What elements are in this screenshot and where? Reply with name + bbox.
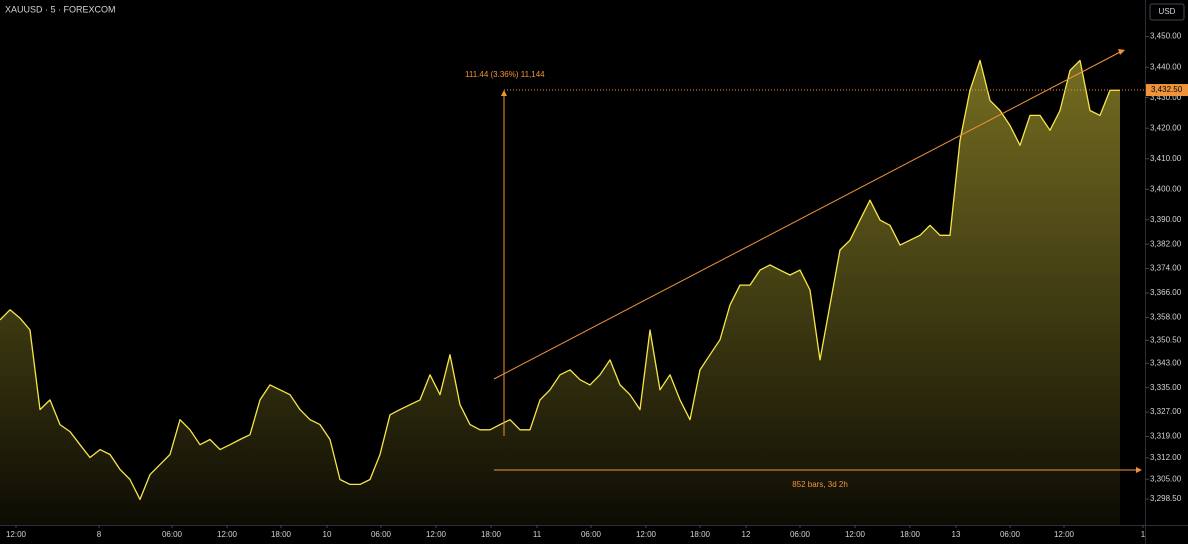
y-tick-label: 3,298.50 xyxy=(1150,494,1182,503)
bar-range-label: 852 bars, 3d 2h xyxy=(792,480,848,489)
x-tick-label: 1 xyxy=(1141,530,1146,539)
y-tick-label: 3,327.00 xyxy=(1150,407,1182,416)
y-tick-label: 3,400.00 xyxy=(1150,184,1182,193)
y-tick-label: 3,305.00 xyxy=(1150,474,1182,483)
x-tick-label: 12 xyxy=(742,530,751,539)
x-tick-label: 10 xyxy=(323,530,332,539)
measure-arrow xyxy=(501,90,507,96)
y-tick-label: 3,430.00 xyxy=(1150,93,1182,102)
x-tick-label: 06:00 xyxy=(162,530,183,539)
y-tick-label: 3,374.00 xyxy=(1150,264,1182,273)
y-tick-label: 3,382.00 xyxy=(1150,239,1182,248)
x-tick-label: 12:00 xyxy=(426,530,447,539)
x-tick-label: 11 xyxy=(533,530,542,539)
x-tick-label: 12:00 xyxy=(217,530,238,539)
y-tick-label: 3,390.00 xyxy=(1150,215,1182,224)
y-tick-label: 3,358.00 xyxy=(1150,313,1182,322)
trend-arrow xyxy=(1118,49,1125,55)
last-price-label: 3,432.50 xyxy=(1151,85,1183,94)
area-fill xyxy=(0,60,1120,526)
y-tick-label: 3,420.00 xyxy=(1150,123,1182,132)
x-tick-label: 06:00 xyxy=(1000,530,1021,539)
x-tick-label: 12:00 xyxy=(636,530,657,539)
x-tick-label: 8 xyxy=(97,530,102,539)
x-tick-label: 13 xyxy=(952,530,961,539)
x-tick-label: 12:00 xyxy=(1054,530,1075,539)
y-tick-label: 3,312.00 xyxy=(1150,453,1182,462)
x-tick-label: 18:00 xyxy=(271,530,292,539)
x-tick-label: 18:00 xyxy=(481,530,502,539)
y-tick-label: 3,343.00 xyxy=(1150,358,1182,367)
x-tick-label: 18:00 xyxy=(690,530,711,539)
x-tick-label: 06:00 xyxy=(790,530,811,539)
y-tick-label: 3,440.00 xyxy=(1150,62,1182,71)
x-tick-label: 12:00 xyxy=(6,530,27,539)
trend-line xyxy=(493,49,1125,380)
price-range-label: 111.44 (3.36%) 11,144 xyxy=(465,70,545,79)
area-layer xyxy=(0,59,1120,526)
x-tick-label: 06:00 xyxy=(581,530,602,539)
y-tick-label: 3,350.50 xyxy=(1150,335,1182,344)
price-line xyxy=(0,59,1120,501)
y-tick-label: 3,450.00 xyxy=(1150,32,1182,41)
y-tick-label: 3,410.00 xyxy=(1150,154,1182,163)
last-price-box xyxy=(1146,84,1188,97)
x-tick-label: 12:00 xyxy=(845,530,866,539)
currency-box[interactable] xyxy=(1149,3,1185,21)
x-tick-label: 06:00 xyxy=(371,530,392,539)
y-tick-label: 3,335.00 xyxy=(1150,383,1182,392)
currency-label: USD xyxy=(1159,7,1176,16)
y-tick-label: 3,366.00 xyxy=(1150,288,1182,297)
symbol-title: XAUUSD · 5 · FOREXCOM xyxy=(5,4,116,14)
measure-arrow xyxy=(1136,467,1142,473)
y-tick-label: 3,319.00 xyxy=(1150,432,1182,441)
x-tick-label: 18:00 xyxy=(900,530,921,539)
